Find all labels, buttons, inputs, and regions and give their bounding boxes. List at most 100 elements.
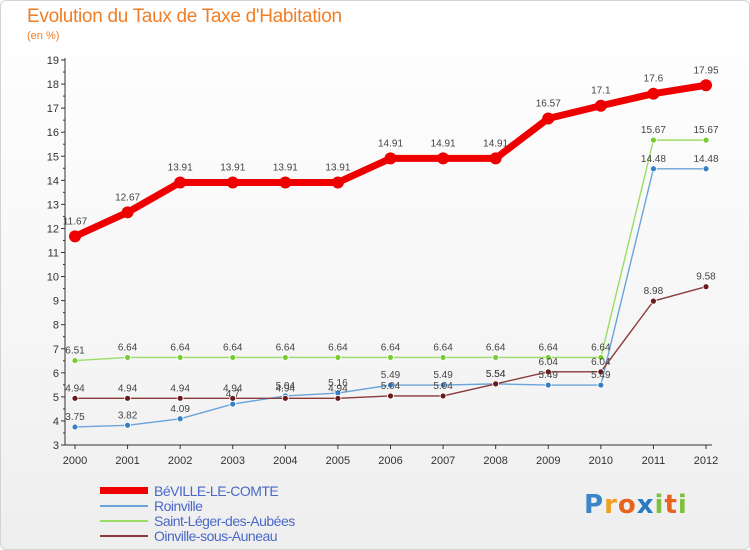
data-label: 8.98 — [644, 286, 664, 297]
logo-letter: P — [584, 490, 605, 520]
data-label: 6.64 — [118, 342, 138, 353]
data-point-1 — [71, 423, 79, 431]
data-label: 6.64 — [591, 342, 611, 353]
data-point-2 — [702, 136, 710, 144]
data-label: 6.64 — [328, 342, 348, 353]
logo-letter: t — [664, 490, 678, 520]
data-point-2 — [229, 354, 237, 361]
data-point-1 — [229, 400, 237, 408]
data-label: 5.04 — [381, 381, 401, 392]
data-point-2 — [492, 354, 500, 361]
data-label: 5.54 — [486, 369, 506, 380]
data-label: 6.04 — [591, 357, 611, 368]
logo-letter: x — [636, 490, 655, 520]
y-tick-label: 11 — [48, 248, 59, 260]
data-point-0 — [69, 230, 81, 243]
data-point-2 — [387, 354, 394, 361]
data-label: 6.64 — [539, 342, 559, 353]
data-point-1 — [439, 381, 447, 389]
data-label: 16.57 — [536, 98, 561, 109]
data-label: 13.91 — [325, 162, 350, 173]
data-label: 15.67 — [693, 125, 718, 136]
data-point-2 — [597, 354, 605, 361]
chart-title: Evolution du Taux de Taxe d'Habitation — [27, 6, 342, 27]
data-point-3 — [492, 380, 500, 388]
logo-letter: i — [654, 490, 665, 520]
x-tick-label: 2003 — [221, 455, 245, 467]
x-tick-label: 2001 — [115, 455, 139, 467]
data-point-3 — [439, 392, 447, 400]
data-point-2 — [334, 354, 342, 361]
legend-swatch — [100, 520, 148, 522]
data-label: 14.48 — [641, 154, 666, 165]
data-point-2 — [544, 354, 552, 361]
y-tick-label: 8 — [53, 320, 59, 332]
logo-letter: o — [617, 490, 637, 520]
data-label: 4.7 — [226, 389, 240, 400]
x-tick-label: 2008 — [483, 455, 507, 467]
legend-swatch — [100, 505, 148, 507]
y-tick-label: 18 — [47, 79, 59, 91]
data-point-3 — [229, 394, 237, 402]
data-point-2 — [281, 354, 289, 361]
data-label: 6.64 — [381, 342, 401, 353]
x-tick-label: 2004 — [273, 455, 297, 467]
data-label: 4.94 — [170, 383, 190, 394]
chart-subtitle: (en %) — [27, 30, 60, 42]
data-point-3 — [702, 283, 710, 291]
y-tick-label: 16 — [47, 127, 59, 139]
data-label: 4.94 — [118, 383, 138, 394]
logo-letter: r — [604, 490, 618, 520]
data-label: 5.49 — [433, 370, 453, 381]
data-point-3 — [124, 394, 131, 402]
y-tick-label: 12 — [47, 223, 59, 235]
data-point-3 — [597, 368, 605, 376]
y-tick-label: 19 — [47, 55, 59, 67]
data-label: 11.67 — [63, 216, 88, 227]
data-label: 5.16 — [328, 378, 348, 389]
data-label: 17.1 — [591, 86, 611, 97]
data-point-2 — [650, 136, 657, 144]
x-tick-label: 2002 — [168, 455, 192, 467]
data-point-0 — [437, 152, 450, 165]
y-tick-label: 5 — [53, 392, 59, 404]
data-label: 6.64 — [170, 342, 190, 353]
data-label: 13.91 — [220, 162, 245, 173]
data-point-1 — [176, 415, 184, 423]
data-point-3 — [281, 394, 289, 402]
data-point-1 — [387, 381, 394, 389]
data-label: 14.91 — [431, 138, 456, 149]
data-label: 4.94 — [328, 383, 348, 394]
data-label: 5.04 — [433, 381, 453, 392]
data-point-0 — [121, 206, 134, 219]
y-tick-label: 10 — [47, 272, 59, 284]
data-label: 3.75 — [65, 412, 85, 423]
data-point-0 — [700, 79, 712, 92]
data-point-2 — [176, 354, 184, 361]
data-point-3 — [544, 368, 552, 376]
data-label: 5.49 — [539, 370, 559, 381]
data-label: 14.91 — [378, 138, 403, 149]
legend-label: BéVILLE-LE-COMTE — [154, 483, 279, 499]
x-tick-label: 2006 — [378, 455, 402, 467]
legend-swatch — [100, 487, 148, 494]
data-point-1 — [650, 165, 657, 173]
data-point-0 — [542, 112, 555, 125]
data-label: 6.64 — [223, 342, 243, 353]
y-tick-label: 13 — [47, 199, 59, 211]
data-label: 17.95 — [693, 65, 718, 76]
data-label: 14.91 — [483, 138, 508, 149]
data-label: 15.67 — [641, 125, 666, 136]
data-label: 5.54 — [486, 369, 506, 380]
data-point-0 — [174, 176, 187, 189]
data-label: 3.82 — [118, 410, 138, 421]
data-point-3 — [334, 394, 342, 402]
data-label: 14.48 — [693, 154, 718, 165]
y-tick-label: 17 — [47, 103, 59, 115]
data-point-3 — [176, 394, 184, 402]
data-point-0 — [331, 176, 344, 189]
data-point-0 — [647, 87, 660, 100]
data-label: 6.64 — [276, 342, 296, 353]
